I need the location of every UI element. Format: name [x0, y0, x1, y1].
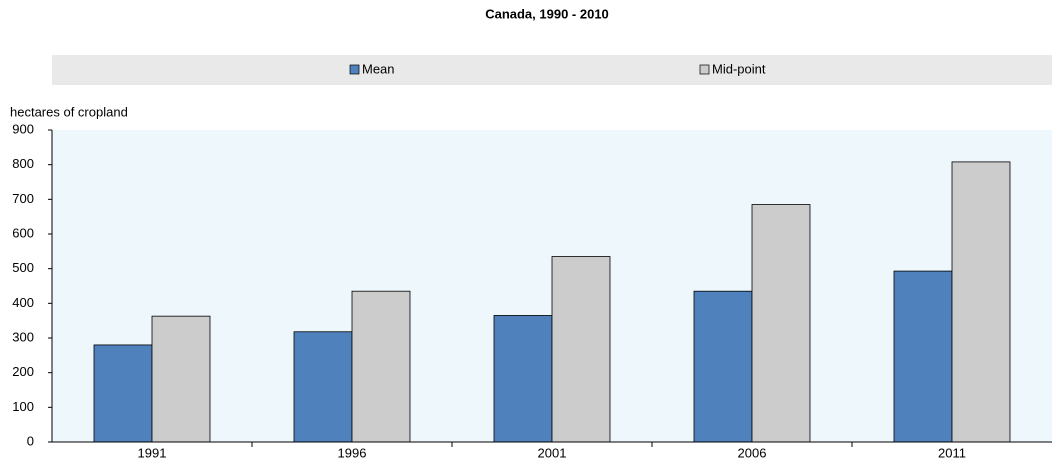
bar — [493, 315, 553, 443]
y-tick-label: 300 — [12, 329, 34, 344]
bar — [351, 290, 411, 443]
x-tick-label: 2006 — [738, 445, 767, 460]
bar — [751, 204, 811, 443]
legend-background — [52, 55, 1052, 85]
bar — [293, 331, 353, 443]
legend-label: Mean — [362, 61, 395, 76]
bar — [151, 315, 211, 443]
y-tick-label: 400 — [12, 295, 34, 310]
bar — [893, 270, 953, 443]
x-tick-label: 2011 — [938, 445, 966, 460]
y-tick-label: 700 — [12, 191, 34, 206]
y-axis-label: hectares of cropland — [10, 104, 128, 119]
x-tick-label: 1991 — [138, 445, 167, 460]
y-tick-label: 800 — [12, 156, 34, 171]
bar — [693, 290, 753, 443]
legend-swatch — [699, 64, 710, 75]
chart-title: Canada, 1990 - 2010 — [485, 6, 609, 21]
y-tick-label: 0 — [27, 433, 34, 448]
y-tick-label: 500 — [12, 260, 34, 275]
y-tick-label: 600 — [12, 225, 34, 240]
y-tick-label: 900 — [12, 121, 34, 136]
y-tick-label: 100 — [12, 399, 34, 414]
x-tick-label: 2001 — [538, 445, 567, 460]
x-tick-label: 1996 — [338, 445, 367, 460]
bar — [551, 256, 611, 443]
legend-swatch — [349, 64, 360, 75]
bar — [93, 344, 153, 443]
y-tick-label: 200 — [12, 364, 34, 379]
legend-label: Mid-point — [712, 61, 766, 76]
bar — [951, 161, 1011, 443]
